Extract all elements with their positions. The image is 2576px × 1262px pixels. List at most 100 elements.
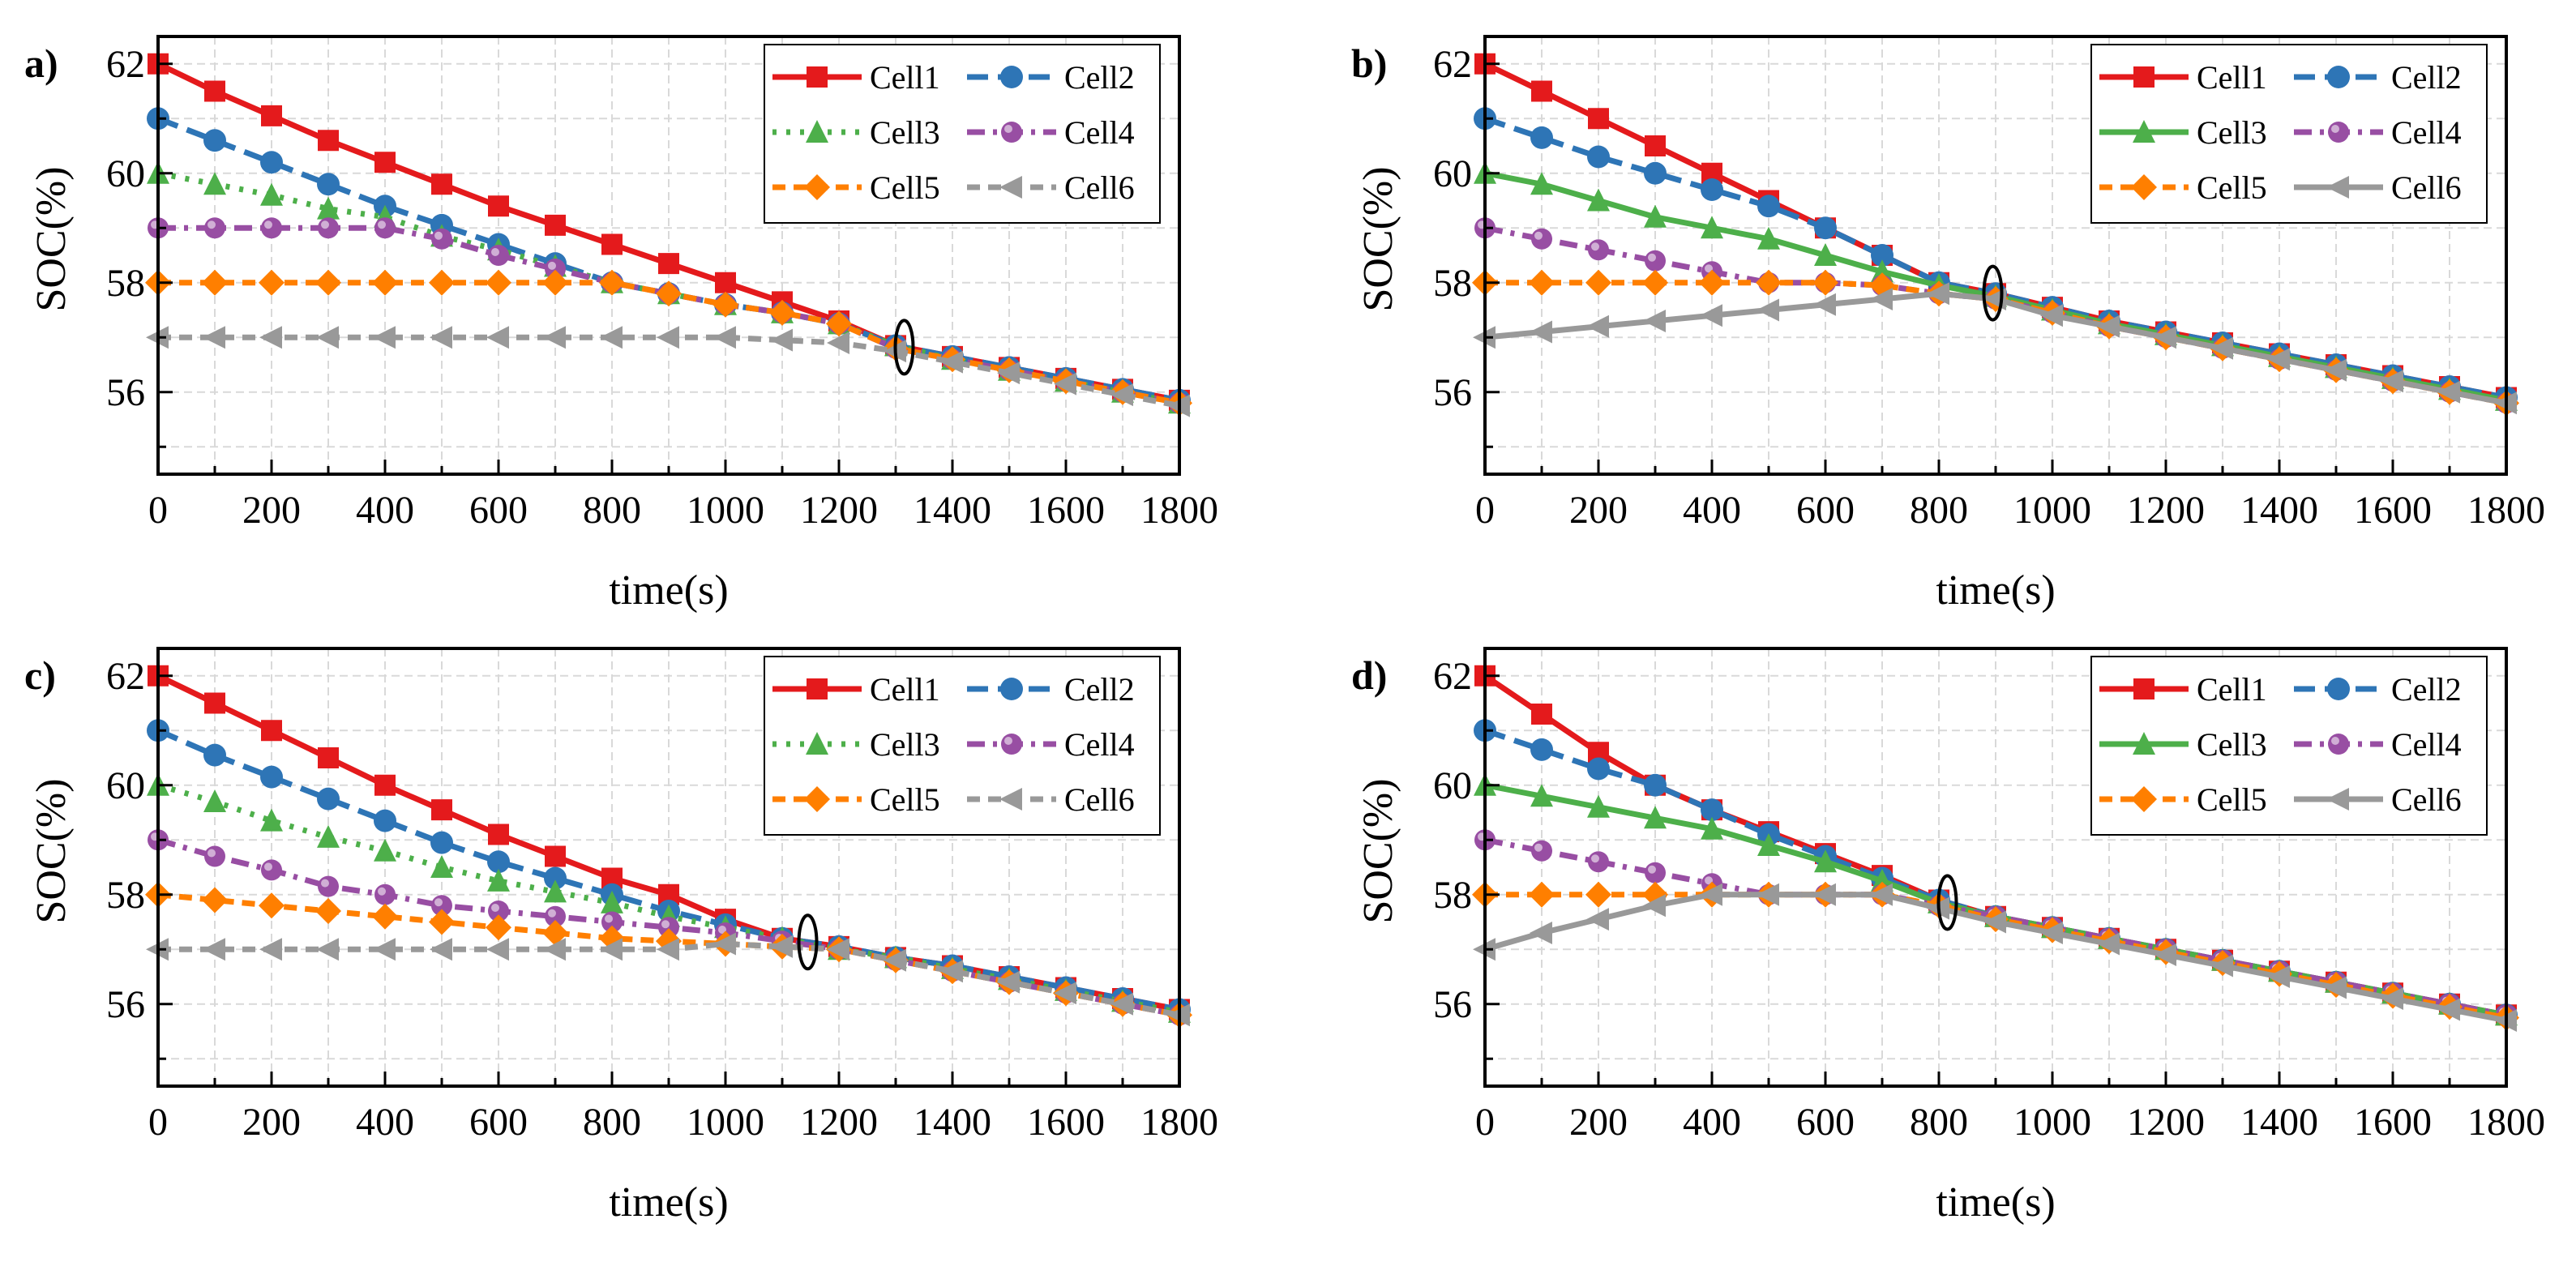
- x-tick-label: 600: [1796, 1101, 1855, 1144]
- y-tick-label: 60: [106, 764, 145, 807]
- data-point-cell3: [430, 855, 453, 878]
- data-point-cell1: [1645, 135, 1666, 156]
- data-point-cell4-highlight: [548, 261, 556, 270]
- data-point-cell6: [2267, 348, 2290, 371]
- data-point-cell1: [204, 692, 225, 714]
- data-point-cell6: [827, 938, 849, 961]
- data-point-cell1: [261, 720, 282, 742]
- data-point-cell1: [204, 80, 225, 102]
- data-point-cell4-highlight: [378, 887, 386, 896]
- legend-marker-cell6: [999, 176, 1022, 199]
- data-point-cell4-highlight: [491, 904, 499, 912]
- legend-label-cell6: Cell6: [2391, 781, 2462, 818]
- legend-label-cell2: Cell2: [2391, 59, 2462, 96]
- data-point-cell4: [1531, 228, 1552, 250]
- panel-0: 0 200 400 600 800 1000 1200 1400 1600 1800 56 58 60 6…: [24, 35, 1218, 614]
- x-axis-title: time(s): [609, 1179, 728, 1226]
- x-tick-label: 800: [1910, 489, 1968, 532]
- x-tick-label: 1000: [2013, 1101, 2091, 1144]
- data-point-cell3: [1757, 226, 1780, 250]
- data-point-cell2: [544, 866, 567, 890]
- data-point-cell1: [488, 824, 509, 845]
- data-point-cell1: [658, 253, 679, 275]
- data-point-cell6: [1586, 908, 1609, 931]
- data-point-cell2: [317, 173, 340, 196]
- data-point-cell6: [1813, 293, 1836, 316]
- data-point-cell1: [545, 214, 566, 236]
- legend-marker-cell3: [806, 120, 828, 143]
- data-point-cell6: [1927, 282, 1949, 306]
- legend-marker-cell3: [806, 732, 828, 755]
- data-point-cell6: [316, 938, 339, 961]
- legend-marker-cell5: [2131, 786, 2157, 812]
- data-point-cell3: [260, 182, 283, 206]
- y-tick-label: 58: [106, 262, 145, 305]
- data-point-cell4-highlight: [548, 909, 556, 918]
- data-point-cell2: [1701, 178, 1723, 201]
- data-point-cell6: [1700, 304, 1722, 327]
- x-tick-label: 1800: [1140, 1101, 1218, 1144]
- legend-marker-cell4: [1001, 122, 1022, 143]
- data-point-cell3: [1701, 216, 1723, 239]
- y-axis-title: SOC(%): [28, 166, 75, 311]
- data-point-cell6: [2437, 380, 2460, 404]
- legend-label-cell3: Cell3: [870, 726, 940, 763]
- x-tick-label: 1400: [2240, 1101, 2318, 1144]
- data-point-cell4-highlight: [1591, 242, 1599, 251]
- data-point-cell2: [1701, 798, 1723, 822]
- x-tick-label: 1400: [914, 489, 991, 532]
- x-tick-label: 0: [148, 1101, 168, 1144]
- y-tick-label: 56: [1433, 983, 1472, 1026]
- data-point-cell6: [770, 328, 793, 352]
- data-point-cell6: [2040, 304, 2063, 327]
- data-point-cell4-highlight: [661, 920, 670, 929]
- legend-marker-cell1: [807, 66, 828, 88]
- data-point-cell5: [259, 892, 285, 919]
- data-point-cell1: [431, 173, 452, 195]
- panel-label: b): [1351, 41, 1387, 86]
- legend: Cell1 Cell2 Cell3 Cell4 Cell5 Cell6: [2090, 44, 2488, 224]
- legend-marker-cell2: [2327, 66, 2350, 88]
- data-point-cell4-highlight: [1648, 865, 1656, 874]
- legend-marker-cell4-highlight: [2331, 125, 2339, 133]
- legend-label-cell3: Cell3: [2197, 114, 2267, 151]
- data-point-cell5: [429, 909, 455, 935]
- data-point-cell6: [316, 326, 339, 349]
- legend-label-cell2: Cell2: [2391, 671, 2462, 708]
- data-point-cell1: [1531, 704, 1552, 725]
- x-tick-label: 1200: [2127, 489, 2205, 532]
- data-point-cell2: [1644, 161, 1667, 185]
- legend-label-cell5: Cell5: [870, 169, 940, 206]
- data-point-cell5: [429, 269, 455, 296]
- legend-marker-cell4-highlight: [2331, 737, 2339, 745]
- data-point-cell6: [1870, 883, 1893, 906]
- legend-marker-cell4: [2328, 734, 2349, 755]
- data-point-cell5: [1585, 881, 1611, 908]
- panel-1: 0 200 400 600 800 1000 1200 1400 1600 1800 56 58 60 6…: [1351, 35, 2545, 614]
- data-point-cell6: [2381, 987, 2403, 1010]
- legend-label-cell1: Cell1: [870, 671, 940, 708]
- data-point-cell6: [1530, 922, 1552, 944]
- data-point-cell5: [1529, 881, 1555, 908]
- panel-label: a): [24, 41, 58, 86]
- legend-label-cell5: Cell5: [2197, 169, 2267, 206]
- x-tick-label: 0: [1475, 489, 1495, 532]
- x-tick-label: 1000: [2013, 489, 2091, 532]
- data-point-cell5: [1756, 269, 1782, 296]
- data-point-cell6: [430, 938, 452, 961]
- data-point-cell6: [2154, 943, 2176, 966]
- legend-label-cell6: Cell6: [1064, 781, 1135, 818]
- data-point-cell4-highlight: [1534, 843, 1543, 852]
- legend-marker-cell1: [2133, 66, 2155, 88]
- data-point-cell6: [1110, 383, 1133, 407]
- y-tick-label: 60: [106, 152, 145, 195]
- x-tick-label: 1600: [2354, 1101, 2432, 1144]
- data-point-cell6: [430, 326, 452, 349]
- legend: Cell1 Cell2 Cell3 Cell4 Cell5 Cell6: [764, 44, 1161, 224]
- x-tick-label: 1200: [800, 489, 878, 532]
- panel-2: 0 200 400 600 800 1000 1200 1400 1600 1800 56 58 60 6…: [24, 647, 1218, 1226]
- data-point-cell4: [1588, 851, 1609, 873]
- data-point-cell1: [488, 195, 509, 217]
- data-point-cell6: [543, 938, 566, 961]
